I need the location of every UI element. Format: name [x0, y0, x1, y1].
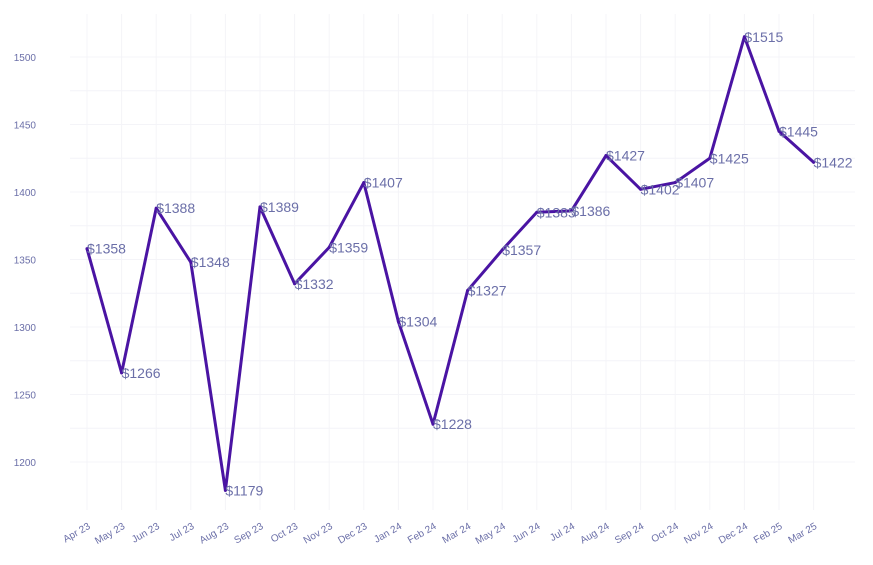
data-point [639, 187, 643, 191]
x-axis-ticks: Apr 23 May 23 Jun 23 Jul 23 Aug 23 Sep 23 Oct … [61, 521, 819, 547]
data-label: $1358 [87, 241, 126, 257]
data-label: $1422 [814, 154, 853, 170]
data-point [293, 282, 297, 286]
data-label: $1386 [571, 203, 610, 219]
data-point [812, 160, 816, 164]
data-label: $1427 [606, 148, 645, 164]
x-tick-label: Aug 23 [198, 521, 231, 547]
x-tick-label: Sep 23 [233, 521, 266, 547]
data-point [431, 422, 435, 426]
data-labels: $1358 $1266 $1388 $1348 $1179 $1389 $1332 $1359… [87, 29, 853, 499]
data-label: $1402 [641, 181, 680, 197]
grid-lines [70, 14, 855, 510]
data-point [569, 209, 573, 213]
x-tick-label: Oct 23 [269, 521, 300, 545]
y-tick-label: 1250 [14, 391, 37, 402]
x-tick-label: May 23 [93, 521, 127, 547]
data-label: $1266 [122, 365, 161, 381]
data-point [466, 289, 470, 293]
data-label: $1407 [364, 175, 403, 191]
data-label: $1357 [502, 242, 541, 258]
x-tick-label: Sep 24 [613, 521, 646, 547]
x-tick-label: Feb 24 [406, 521, 439, 546]
data-point [85, 247, 89, 251]
data-point [604, 154, 608, 158]
y-tick-label: 1500 [14, 53, 37, 64]
data-point [362, 181, 366, 185]
data-label: $1327 [468, 283, 507, 299]
data-point [223, 488, 227, 492]
x-tick-label: Mar 24 [441, 521, 474, 546]
y-tick-label: 1400 [14, 188, 37, 199]
x-tick-label: Mar 25 [787, 521, 820, 546]
x-tick-label: Jul 23 [168, 521, 197, 544]
data-label: $1407 [675, 175, 714, 191]
data-point [777, 129, 781, 133]
x-tick-label: Jun 24 [511, 521, 543, 546]
data-point [673, 181, 677, 185]
data-point [189, 260, 193, 264]
x-tick-label: Nov 23 [302, 521, 335, 547]
data-point [154, 206, 158, 210]
data-point [258, 205, 262, 209]
series-line [85, 35, 816, 492]
data-point [120, 371, 124, 375]
x-tick-label: Dec 23 [336, 521, 369, 547]
y-tick-label: 1200 [14, 458, 37, 469]
data-point [535, 210, 539, 214]
y-tick-label: 1450 [14, 121, 37, 132]
data-label: $1389 [260, 199, 299, 215]
y-tick-label: 1350 [14, 256, 37, 267]
series-line-group [85, 35, 816, 492]
x-tick-label: Oct 24 [650, 521, 681, 545]
x-tick-label: Dec 24 [717, 521, 750, 547]
data-label: $1385 [537, 204, 576, 220]
data-label: $1445 [779, 123, 818, 139]
x-tick-label: Feb 25 [752, 521, 785, 546]
x-tick-label: Jan 24 [372, 521, 404, 546]
x-tick-label: Jul 24 [548, 521, 577, 544]
data-label: $1332 [295, 276, 334, 292]
data-label: $1228 [433, 416, 472, 432]
x-tick-label: Jun 23 [130, 521, 162, 546]
data-label: $1515 [744, 29, 783, 45]
x-tick-label: Apr 23 [61, 521, 92, 545]
data-label: $1425 [710, 150, 749, 166]
y-tick-label: 1300 [14, 323, 37, 334]
data-point [500, 248, 504, 252]
x-tick-label: Nov 24 [682, 521, 715, 547]
x-tick-label: Aug 24 [579, 521, 612, 547]
data-point [708, 156, 712, 160]
data-label: $1388 [156, 200, 195, 216]
x-tick-label: May 24 [474, 521, 508, 547]
data-point [396, 320, 400, 324]
data-label: $1348 [191, 254, 230, 270]
y-axis-ticks: 1200 1250 1300 1350 1400 1450 1500 [14, 53, 37, 469]
data-point [742, 35, 746, 39]
data-label: $1179 [225, 482, 263, 498]
data-point [327, 245, 331, 249]
data-label: $1304 [398, 314, 437, 330]
data-label: $1359 [329, 239, 368, 255]
